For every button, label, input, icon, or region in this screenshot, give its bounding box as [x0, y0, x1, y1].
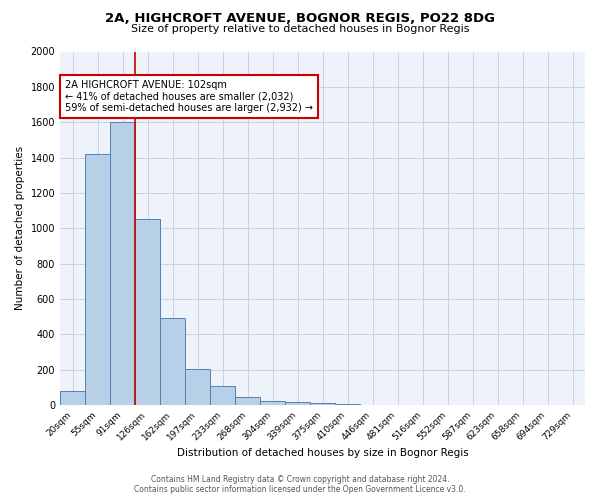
Text: Size of property relative to detached houses in Bognor Regis: Size of property relative to detached ho…	[131, 24, 469, 34]
Text: Contains HM Land Registry data © Crown copyright and database right 2024.
Contai: Contains HM Land Registry data © Crown c…	[134, 474, 466, 494]
Y-axis label: Number of detached properties: Number of detached properties	[15, 146, 25, 310]
Bar	[260, 400, 284, 405]
Text: 2A, HIGHCROFT AVENUE, BOGNOR REGIS, PO22 8DG: 2A, HIGHCROFT AVENUE, BOGNOR REGIS, PO22…	[105, 12, 495, 26]
Text: 2A HIGHCROFT AVENUE: 102sqm
← 41% of detached houses are smaller (2,032)
59% of : 2A HIGHCROFT AVENUE: 102sqm ← 41% of det…	[65, 80, 313, 113]
Bar	[160, 318, 185, 405]
Bar	[185, 369, 209, 405]
Bar	[85, 154, 110, 405]
Bar	[286, 402, 310, 405]
Bar	[61, 391, 85, 405]
Bar	[211, 386, 235, 405]
Bar	[310, 403, 335, 405]
Bar	[235, 397, 260, 405]
Bar	[110, 122, 134, 405]
Bar	[335, 404, 359, 405]
Bar	[136, 220, 160, 405]
X-axis label: Distribution of detached houses by size in Bognor Regis: Distribution of detached houses by size …	[176, 448, 469, 458]
